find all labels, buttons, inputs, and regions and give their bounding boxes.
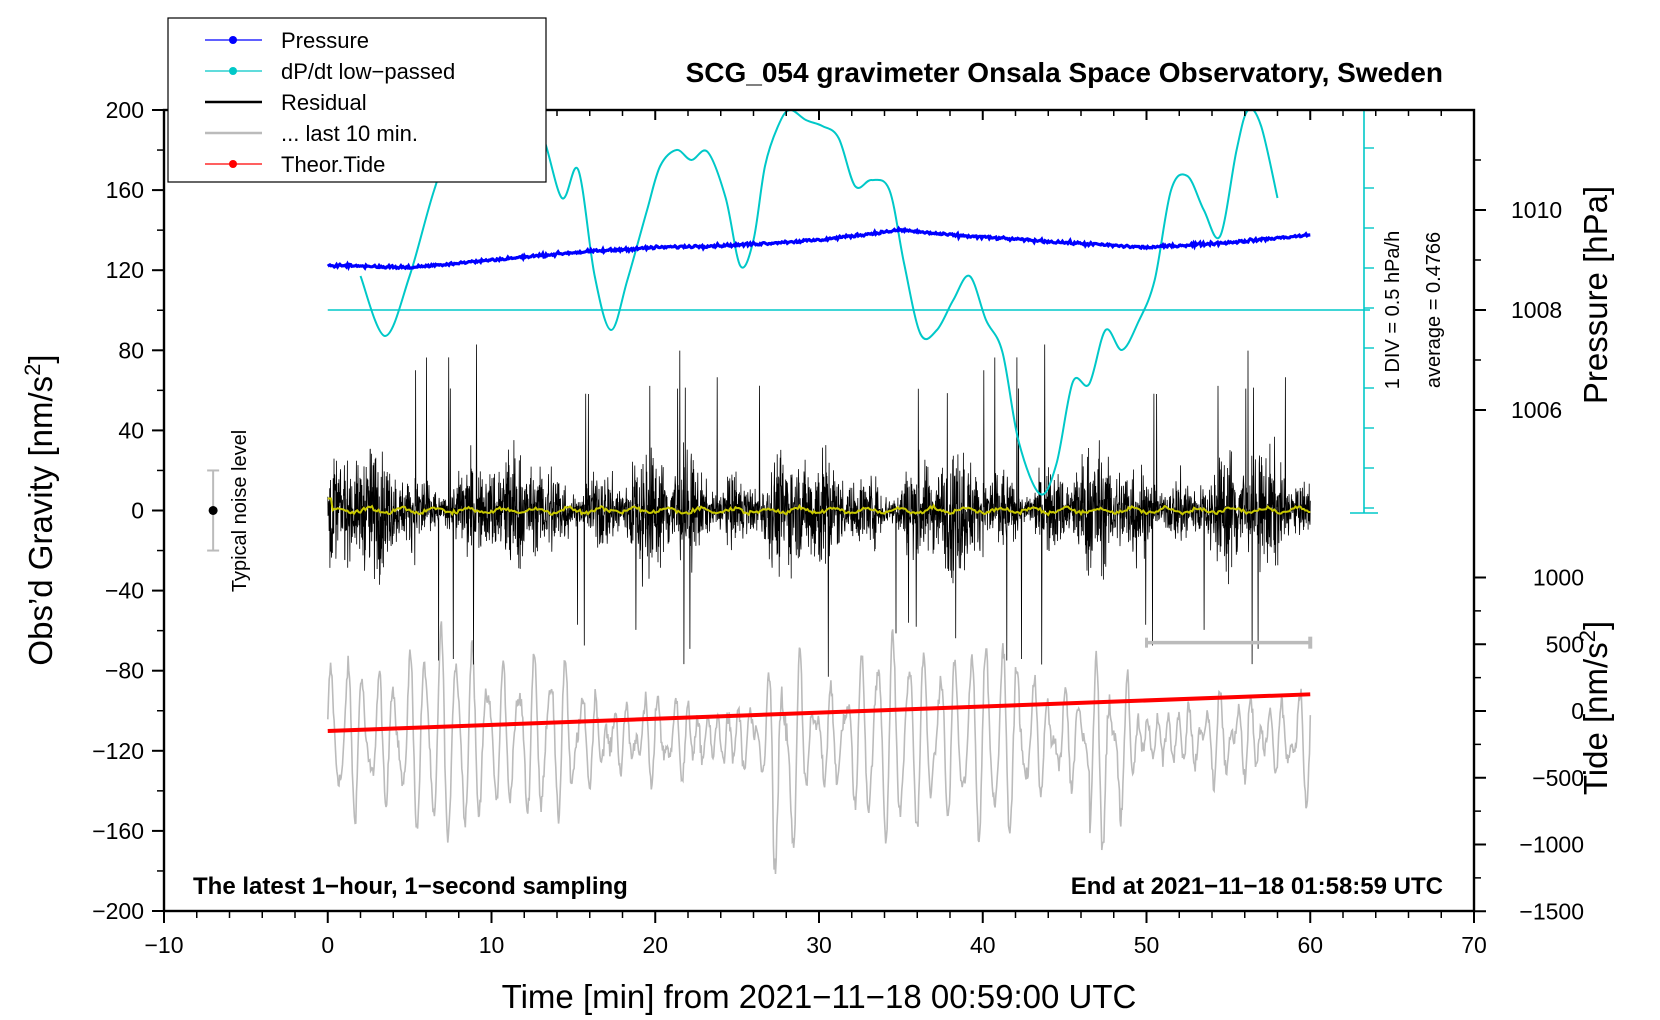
y-axis-title-left-sup: 2 [20,364,45,376]
y-axis-title-left-main: Obs’d Gravity [nm/s [22,376,59,666]
tide-line [327,692,1311,734]
x-tick-label: 70 [1461,932,1487,958]
y-tick-label: −80 [105,658,144,684]
y-tick-label: 200 [106,97,144,123]
pressure-tick-label: 1006 [1511,397,1562,423]
y-axis-title-tide-end: ] [1577,621,1614,630]
tide-series [327,692,1311,734]
pressure-line [326,225,1311,272]
x-tick-label: 60 [1297,932,1323,958]
legend: Pressure dP/dt low−passed Residual ... last… [167,17,547,183]
dpdt-average-label: average = 0.4766 [1423,232,1445,388]
x-tick-label: 40 [970,932,996,958]
legend-swatch-marker [229,36,237,44]
residual-smoothed-line [327,497,1311,517]
dpdt-div-label: 1 DIV = 0.5 hPa/h [1382,231,1404,389]
y-axis-title-pressure: Pressure [hPa] [1577,186,1614,404]
y-tick-label: 40 [118,417,144,443]
legend-box [167,17,547,183]
x-axis-title: Time [min] from 2021−11−18 00:59:00 UTC [502,978,1137,1015]
pressure-tick-label: 1010 [1511,197,1562,223]
y-axis-title-left: Obs’d Gravity [nm/s2] [20,354,60,665]
legend-swatch-marker [229,160,237,168]
tide-tick-label: 500 [1546,631,1584,657]
y-tick-label: 160 [106,177,144,203]
x-tick-label: 30 [806,932,832,958]
tide-tick-label: −500 [1532,765,1584,791]
x-tick-label: 20 [642,932,668,958]
legend-label: Residual [281,90,367,115]
x-tick-label: −10 [144,932,183,958]
legend-label: ... last 10 min. [281,121,418,146]
pressure-tick-label: 1008 [1511,297,1562,323]
y-axis-title-left-end: ] [22,354,59,363]
axes: −10 0 10 20 30 40 50 60 70 200 160 120 80 40 0 −40 −80 −1… [92,97,1584,958]
tide-tick-label: 1000 [1533,565,1584,591]
residual-smoothed-series [327,497,1311,517]
y-tick-label: 120 [106,257,144,283]
legend-entries: Pressure dP/dt low−passed Residual ... last… [205,28,455,177]
tide-tick-label: −1500 [1519,898,1584,924]
y-tick-label: 80 [118,337,144,363]
y-axis-title-tide: Tide [nm/s2] [1575,621,1615,795]
x-tick-label: 10 [479,932,505,958]
y-tick-label: −160 [92,818,144,844]
noise-level-label: Typical noise level [229,430,251,592]
y-tick-label: −200 [92,898,144,924]
noise-bar-center [208,506,218,515]
y-axis-title-tide-main: Tide [nm/s [1577,642,1614,795]
legend-label: Theor.Tide [281,152,385,177]
y-tick-label: −40 [105,578,144,604]
x-tick-label: 50 [1134,932,1160,958]
residual-series [327,344,1311,677]
y-tick-label: −120 [92,738,144,764]
tide-tick-label: 0 [1571,698,1584,724]
legend-swatch-marker [229,67,237,75]
tide-tick-label: −1000 [1519,832,1584,858]
y-tick-label: 0 [131,498,144,524]
pressure-series [326,225,1311,272]
residual-line [327,344,1311,677]
legend-label: Pressure [281,28,369,53]
plot-overlays [207,469,1313,649]
chart-title: SCG_054 gravimeter Onsala Space Observat… [686,57,1443,88]
x-tick-label: 0 [321,932,334,958]
annotation-end-time: End at 2021−11−18 01:58:59 UTC [1071,873,1443,900]
y-axis-title-tide-sup: 2 [1575,630,1600,642]
legend-label: dP/dt low−passed [281,59,455,84]
annotation-latest-hour: The latest 1−hour, 1−second sampling [193,873,628,900]
